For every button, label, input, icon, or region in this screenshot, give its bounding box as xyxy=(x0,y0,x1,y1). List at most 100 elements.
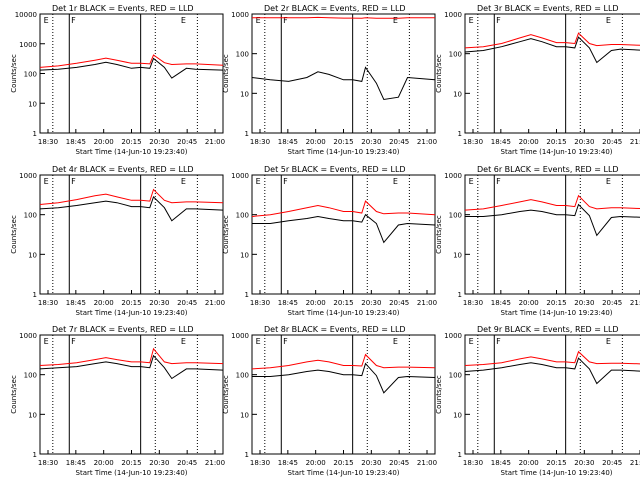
time-marker-letter: F xyxy=(283,177,288,186)
panel-title: Det 9r BLACK = Events, RED = LLD xyxy=(477,325,619,334)
chart-panel-1: 1 10 100 1000 10000 18:30 18:45 20:00 20:15 20:30… xyxy=(10,4,225,156)
y-tick-label: 1000 xyxy=(444,172,462,180)
y-tick-label: 1000 xyxy=(231,172,249,180)
time-marker-letter: F xyxy=(496,16,501,25)
time-marker-letter: F xyxy=(496,177,501,186)
y-tick-label: 1000 xyxy=(19,332,37,340)
x-tick-label: 21:00 xyxy=(205,299,225,307)
x-tick-label: 20:30 xyxy=(361,299,381,307)
x-tick-label: 20:45 xyxy=(177,459,197,467)
time-marker-letter: E xyxy=(181,177,186,186)
plot-frame xyxy=(464,13,640,134)
x-axis-label: Start Time (14-Jun-10 19:23:40) xyxy=(76,309,188,317)
x-axis-label: Start Time (14-Jun-10 19:23:40) xyxy=(501,469,613,477)
time-marker-letter: F xyxy=(283,337,288,346)
plot-frame xyxy=(39,334,224,455)
x-tick-label: 18:30 xyxy=(463,138,483,146)
time-marker-letter: E xyxy=(393,16,398,25)
y-tick-label: 10 xyxy=(453,411,462,419)
time-marker-letter: E xyxy=(44,177,49,186)
x-tick-label: 21:00 xyxy=(417,459,437,467)
x-tick-label: 20:45 xyxy=(602,459,622,467)
series-line-events xyxy=(39,354,224,380)
time-marker-letter: E xyxy=(469,16,474,25)
panel-title: Det 2r BLACK = Events, RED = LLD xyxy=(264,4,406,13)
panel-title: Det 8r BLACK = Events, RED = LLD xyxy=(264,325,406,334)
x-tick-label: 21:00 xyxy=(630,299,640,307)
x-tick-label: 21:00 xyxy=(630,138,640,146)
x-tick-label: 20:00 xyxy=(306,459,326,467)
y-tick-label: 100 xyxy=(24,71,37,79)
y-tick-label: 100 xyxy=(236,212,249,220)
y-tick-label: 10 xyxy=(240,251,249,259)
x-tick-label: 20:45 xyxy=(177,138,197,146)
x-tick-label: 20:45 xyxy=(602,299,622,307)
x-tick-label: 20:15 xyxy=(333,459,353,467)
x-tick-label: 18:45 xyxy=(491,299,511,307)
x-tick-label: 20:45 xyxy=(389,299,409,307)
time-marker-letter: E xyxy=(256,177,261,186)
y-axis-label: Counts/sec xyxy=(222,375,230,414)
plot-frame xyxy=(39,174,224,295)
y-tick-label: 1000 xyxy=(19,41,37,49)
x-axis-label: Start Time (14-Jun-10 19:23:40) xyxy=(288,309,400,317)
x-tick-label: 21:00 xyxy=(630,459,640,467)
y-tick-label: 10 xyxy=(453,90,462,98)
x-tick-label: 18:45 xyxy=(66,299,86,307)
series-line-events xyxy=(465,203,640,237)
x-tick-label: 18:30 xyxy=(38,299,58,307)
x-tick-label: 20:15 xyxy=(333,138,353,146)
x-tick-label: 20:30 xyxy=(361,459,381,467)
chart-panel-2: 1 10 100 1000 18:30 18:45 20:00 20:15 20:30 20:45… xyxy=(222,4,437,156)
time-marker-letter: F xyxy=(71,337,76,346)
x-tick-label: 21:00 xyxy=(417,138,437,146)
series-line-lld xyxy=(251,200,436,217)
y-tick-label: 10 xyxy=(28,411,37,419)
x-tick-label: 20:30 xyxy=(574,299,594,307)
series-line-lld xyxy=(252,16,435,19)
x-axis-label: Start Time (14-Jun-10 19:23:40) xyxy=(288,469,400,477)
y-tick-label: 100 xyxy=(236,51,249,59)
y-axis-label: Counts/sec xyxy=(435,375,443,414)
x-tick-label: 18:45 xyxy=(66,459,86,467)
y-tick-label: 1 xyxy=(33,291,37,299)
y-tick-label: 100 xyxy=(24,372,37,380)
chart-panel-7: 1 10 100 1000 18:30 18:45 20:00 20:15 20:30 20:45… xyxy=(10,325,225,477)
series-line-lld xyxy=(39,54,224,68)
x-tick-label: 18:45 xyxy=(66,138,86,146)
panel-title: Det 4r BLACK = Events, RED = LLD xyxy=(52,165,194,174)
y-tick-label: 10000 xyxy=(15,11,37,19)
series-line-events xyxy=(39,195,224,222)
x-tick-label: 20:00 xyxy=(306,299,326,307)
x-axis-label: Start Time (14-Jun-10 19:23:40) xyxy=(76,469,188,477)
time-marker-letter: E xyxy=(469,337,474,346)
time-marker-letter: F xyxy=(71,177,76,186)
y-tick-label: 100 xyxy=(236,372,249,380)
x-tick-label: 18:45 xyxy=(278,459,298,467)
x-tick-label: 20:15 xyxy=(121,299,141,307)
x-tick-label: 20:15 xyxy=(546,138,566,146)
y-tick-label: 10 xyxy=(240,90,249,98)
x-tick-label: 20:30 xyxy=(149,459,169,467)
x-tick-label: 18:30 xyxy=(38,138,58,146)
y-tick-label: 1000 xyxy=(444,11,462,19)
time-marker-letter: E xyxy=(606,16,611,25)
series-line-lld xyxy=(464,350,640,366)
x-tick-label: 20:45 xyxy=(389,459,409,467)
x-tick-label: 20:30 xyxy=(149,299,169,307)
y-tick-label: 1 xyxy=(245,451,249,459)
x-tick-label: 20:45 xyxy=(389,138,409,146)
series-line-events xyxy=(464,357,640,385)
chart-panel-5: 1 10 100 1000 18:30 18:45 20:00 20:15 20:30 20:45… xyxy=(222,165,437,317)
x-tick-label: 18:45 xyxy=(278,138,298,146)
time-marker-letter: E xyxy=(256,16,261,25)
time-marker-letter: E xyxy=(44,16,49,25)
time-marker-letter: F xyxy=(283,16,288,25)
time-marker-letter: F xyxy=(71,16,76,25)
x-tick-label: 21:00 xyxy=(205,138,225,146)
time-marker-letter: E xyxy=(606,337,611,346)
x-tick-label: 20:15 xyxy=(121,459,141,467)
plot-frame xyxy=(464,174,640,295)
x-tick-label: 20:15 xyxy=(546,299,566,307)
